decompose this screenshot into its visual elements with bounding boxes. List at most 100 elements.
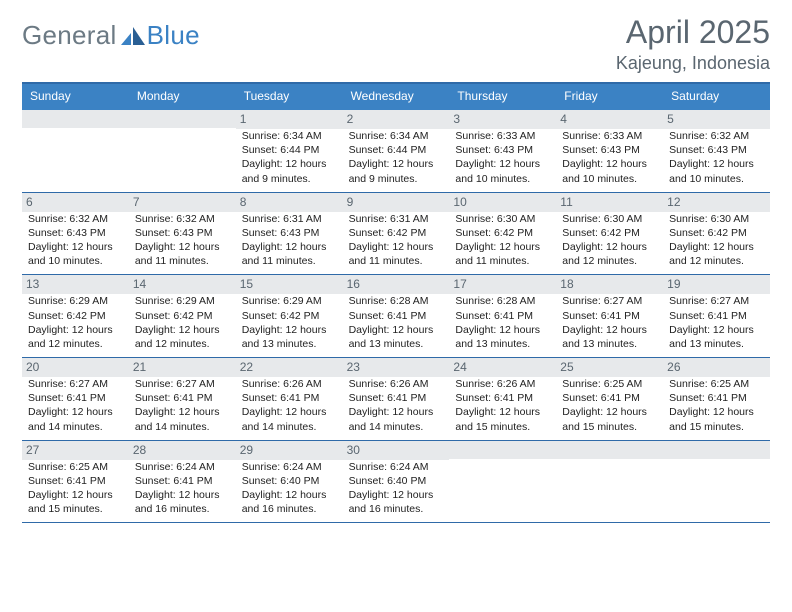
- day-cell: [556, 441, 663, 523]
- daylight2-text: and 13 minutes.: [349, 337, 444, 351]
- day-header: Monday: [129, 84, 236, 110]
- sunset-text: Sunset: 6:41 PM: [669, 391, 764, 405]
- day-number: 8: [236, 193, 343, 212]
- sunrise-text: Sunrise: 6:32 AM: [669, 129, 764, 143]
- sunset-text: Sunset: 6:41 PM: [135, 391, 230, 405]
- day-number: 29: [236, 441, 343, 460]
- day-cell: 13Sunrise: 6:29 AMSunset: 6:42 PMDayligh…: [22, 275, 129, 357]
- day-cell: 29Sunrise: 6:24 AMSunset: 6:40 PMDayligh…: [236, 441, 343, 523]
- daylight2-text: and 12 minutes.: [562, 254, 657, 268]
- sunrise-text: Sunrise: 6:29 AM: [242, 294, 337, 308]
- daylight2-text: and 14 minutes.: [349, 420, 444, 434]
- daylight2-text: and 16 minutes.: [135, 502, 230, 516]
- sunrise-text: Sunrise: 6:24 AM: [349, 460, 444, 474]
- sunset-text: Sunset: 6:40 PM: [242, 474, 337, 488]
- calendar: Sunday Monday Tuesday Wednesday Thursday…: [22, 82, 770, 523]
- day-number: [556, 441, 663, 459]
- sunrise-text: Sunrise: 6:34 AM: [242, 129, 337, 143]
- daylight1-text: Daylight: 12 hours: [28, 323, 123, 337]
- day-cell: 28Sunrise: 6:24 AMSunset: 6:41 PMDayligh…: [129, 441, 236, 523]
- day-number: 30: [343, 441, 450, 460]
- day-cell: 14Sunrise: 6:29 AMSunset: 6:42 PMDayligh…: [129, 275, 236, 357]
- daylight1-text: Daylight: 12 hours: [242, 240, 337, 254]
- day-header: Thursday: [449, 84, 556, 110]
- daylight1-text: Daylight: 12 hours: [562, 323, 657, 337]
- sunset-text: Sunset: 6:41 PM: [669, 309, 764, 323]
- day-number: 19: [663, 275, 770, 294]
- day-cell: 6Sunrise: 6:32 AMSunset: 6:43 PMDaylight…: [22, 193, 129, 275]
- sunrise-text: Sunrise: 6:33 AM: [455, 129, 550, 143]
- daylight2-text: and 9 minutes.: [242, 172, 337, 186]
- day-cell: 11Sunrise: 6:30 AMSunset: 6:42 PMDayligh…: [556, 193, 663, 275]
- sunset-text: Sunset: 6:43 PM: [562, 143, 657, 157]
- sunrise-text: Sunrise: 6:32 AM: [135, 212, 230, 226]
- daylight1-text: Daylight: 12 hours: [28, 405, 123, 419]
- day-number: 6: [22, 193, 129, 212]
- sunrise-text: Sunrise: 6:27 AM: [669, 294, 764, 308]
- month-title: April 2025: [616, 14, 770, 51]
- sunrise-text: Sunrise: 6:26 AM: [242, 377, 337, 391]
- day-cell: 15Sunrise: 6:29 AMSunset: 6:42 PMDayligh…: [236, 275, 343, 357]
- daylight2-text: and 16 minutes.: [349, 502, 444, 516]
- day-cell: [22, 110, 129, 192]
- day-cell: 1Sunrise: 6:34 AMSunset: 6:44 PMDaylight…: [236, 110, 343, 192]
- day-header: Saturday: [663, 84, 770, 110]
- sunset-text: Sunset: 6:41 PM: [349, 309, 444, 323]
- daylight1-text: Daylight: 12 hours: [28, 488, 123, 502]
- day-number: 25: [556, 358, 663, 377]
- sunrise-text: Sunrise: 6:27 AM: [28, 377, 123, 391]
- logo-blue-text: Blue: [147, 20, 200, 51]
- day-number: [22, 110, 129, 128]
- day-cell: 25Sunrise: 6:25 AMSunset: 6:41 PMDayligh…: [556, 358, 663, 440]
- day-number: 4: [556, 110, 663, 129]
- day-cell: [663, 441, 770, 523]
- daylight2-text: and 16 minutes.: [242, 502, 337, 516]
- logo-sail-icon: [121, 27, 145, 45]
- daylight2-text: and 11 minutes.: [455, 254, 550, 268]
- daylight1-text: Daylight: 12 hours: [349, 157, 444, 171]
- daylight1-text: Daylight: 12 hours: [349, 323, 444, 337]
- sunset-text: Sunset: 6:44 PM: [242, 143, 337, 157]
- daylight1-text: Daylight: 12 hours: [669, 157, 764, 171]
- sunset-text: Sunset: 6:43 PM: [28, 226, 123, 240]
- daylight1-text: Daylight: 12 hours: [242, 157, 337, 171]
- sunset-text: Sunset: 6:41 PM: [349, 391, 444, 405]
- day-number: 18: [556, 275, 663, 294]
- sunset-text: Sunset: 6:41 PM: [242, 391, 337, 405]
- day-number: 7: [129, 193, 236, 212]
- daylight2-text: and 11 minutes.: [242, 254, 337, 268]
- location-label: Kajeung, Indonesia: [616, 53, 770, 74]
- sunrise-text: Sunrise: 6:30 AM: [669, 212, 764, 226]
- day-number: 3: [449, 110, 556, 129]
- daylight1-text: Daylight: 12 hours: [455, 323, 550, 337]
- sunrise-text: Sunrise: 6:25 AM: [28, 460, 123, 474]
- sunrise-text: Sunrise: 6:29 AM: [135, 294, 230, 308]
- sunrise-text: Sunrise: 6:28 AM: [349, 294, 444, 308]
- sunset-text: Sunset: 6:40 PM: [349, 474, 444, 488]
- day-cell: 27Sunrise: 6:25 AMSunset: 6:41 PMDayligh…: [22, 441, 129, 523]
- week-row: 1Sunrise: 6:34 AMSunset: 6:44 PMDaylight…: [22, 110, 770, 193]
- daylight2-text: and 11 minutes.: [135, 254, 230, 268]
- sunrise-text: Sunrise: 6:26 AM: [349, 377, 444, 391]
- day-number: 26: [663, 358, 770, 377]
- sunrise-text: Sunrise: 6:30 AM: [455, 212, 550, 226]
- day-number: 16: [343, 275, 450, 294]
- sunrise-text: Sunrise: 6:26 AM: [455, 377, 550, 391]
- day-cell: 8Sunrise: 6:31 AMSunset: 6:43 PMDaylight…: [236, 193, 343, 275]
- day-cell: 21Sunrise: 6:27 AMSunset: 6:41 PMDayligh…: [129, 358, 236, 440]
- day-number: 27: [22, 441, 129, 460]
- week-row: 13Sunrise: 6:29 AMSunset: 6:42 PMDayligh…: [22, 275, 770, 358]
- sunset-text: Sunset: 6:41 PM: [135, 474, 230, 488]
- daylight2-text: and 15 minutes.: [669, 420, 764, 434]
- daylight1-text: Daylight: 12 hours: [135, 488, 230, 502]
- day-header: Sunday: [22, 84, 129, 110]
- daylight1-text: Daylight: 12 hours: [562, 405, 657, 419]
- daylight1-text: Daylight: 12 hours: [669, 240, 764, 254]
- sunset-text: Sunset: 6:41 PM: [455, 391, 550, 405]
- sunset-text: Sunset: 6:42 PM: [455, 226, 550, 240]
- daylight2-text: and 10 minutes.: [562, 172, 657, 186]
- sunset-text: Sunset: 6:42 PM: [562, 226, 657, 240]
- day-number: [663, 441, 770, 459]
- sunrise-text: Sunrise: 6:33 AM: [562, 129, 657, 143]
- daylight2-text: and 11 minutes.: [349, 254, 444, 268]
